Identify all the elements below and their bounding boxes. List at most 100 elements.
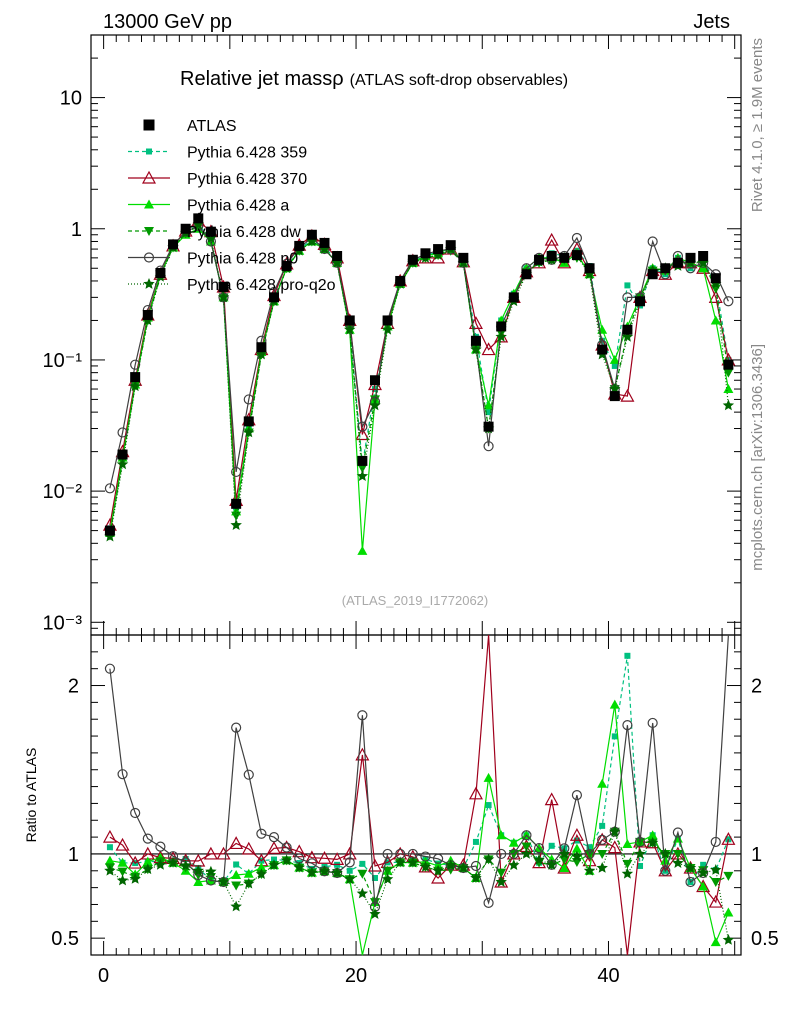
ratio-point [167,856,179,868]
ratio-point [154,858,167,870]
ratio-point [660,865,671,876]
data-point [723,359,734,370]
ratio-point [697,867,709,878]
y-tick-label-main: 10⁻¹ [43,350,83,372]
data-point [142,310,153,321]
data-point [306,229,317,240]
ratio-layer [102,634,736,956]
data-point [485,409,492,416]
ratio-point [217,876,230,887]
data-point [407,254,418,265]
ratio-panel [90,634,742,956]
data-point [571,232,583,244]
ratio-point [557,860,572,874]
ratio-point [256,862,267,872]
ratio-series-2 [102,634,736,956]
ratio-point [268,859,280,870]
data-point [155,267,166,278]
ratio-point [330,852,345,865]
data-point [243,416,254,427]
ratio-point [622,720,633,731]
ratio-point [708,894,723,908]
y-tick-label-ratio-right: 2 [751,676,762,698]
legend-swatch-marker [141,170,157,184]
data-point [445,240,456,251]
ratio-panel-frame [90,634,742,956]
ratio-point [634,847,646,859]
ratio-point [407,856,419,868]
ratio-point [634,836,646,848]
ratio-point [457,862,469,873]
ratio-point [357,710,368,721]
ratio-point [281,842,292,853]
data-point [218,281,229,292]
ratio-point [205,865,217,877]
ratio-point [597,778,608,788]
data-point [470,335,481,346]
legend-swatch-marker [143,252,155,263]
data-point [685,252,696,263]
data-point [432,249,444,260]
ratio-point [203,846,218,860]
ratio-point [419,860,432,872]
data-point [708,290,723,303]
y-tick-label-main: 10 [60,88,82,110]
ratio-point [672,849,683,859]
ratio-point [231,722,242,733]
data-point [481,342,496,356]
ratio-point [672,827,683,838]
ratio-point [180,859,192,871]
data-point [369,375,380,386]
ratio-point [559,862,570,872]
ratio-point [483,897,494,908]
ratio-point [432,853,444,864]
legend-item: Pythia 6.428 pro-q2o [128,277,336,294]
ratio-point [470,860,482,872]
data-point [243,394,254,405]
legend-label: Pythia 6.428 dw [187,224,301,241]
ratio-point [243,877,255,889]
series-3 [104,223,734,555]
data-point [369,399,381,411]
ratio-point [104,855,115,865]
data-point [710,277,722,289]
data-point [672,257,683,268]
data-point [431,250,446,264]
ratio-point [293,861,305,873]
ratio-point [230,900,242,912]
data-point [344,323,356,335]
data-point [356,470,369,481]
ratio-point [356,887,369,899]
data-point [620,388,635,402]
ratio-point [371,875,378,882]
ratio-point [231,881,242,891]
data-point [331,256,343,268]
ratio-point [106,844,113,851]
data-point [559,252,570,263]
ratio-series-1 [106,652,732,886]
ratio-point [685,876,696,888]
ratio-point [472,838,479,845]
data-point [269,292,280,303]
ratio-point [723,907,734,917]
data-point [609,391,620,402]
legend-item: ATLAS [143,118,237,135]
data-point [395,275,406,286]
data-point [609,354,620,364]
ratio-point [571,857,582,867]
ratio-point [104,864,116,876]
data-point [534,254,545,265]
data-point [697,256,709,268]
ratio-point [544,792,559,806]
side-text-top: Rivet 4.1.0, ≥ 1.9M events [749,38,766,212]
legend-item: Pythia 6.428 a [128,198,289,215]
ratio-point [596,862,608,873]
y-tick-label-main: 10⁻³ [43,612,83,634]
ratio-point [597,834,608,846]
ratio-point [521,842,532,852]
data-point [381,323,394,335]
ratio-point [546,858,558,870]
y-tick-label-ratio-right: 0.5 [751,928,779,950]
legend-label: Pythia 6.428 pro-q2o [187,277,336,294]
